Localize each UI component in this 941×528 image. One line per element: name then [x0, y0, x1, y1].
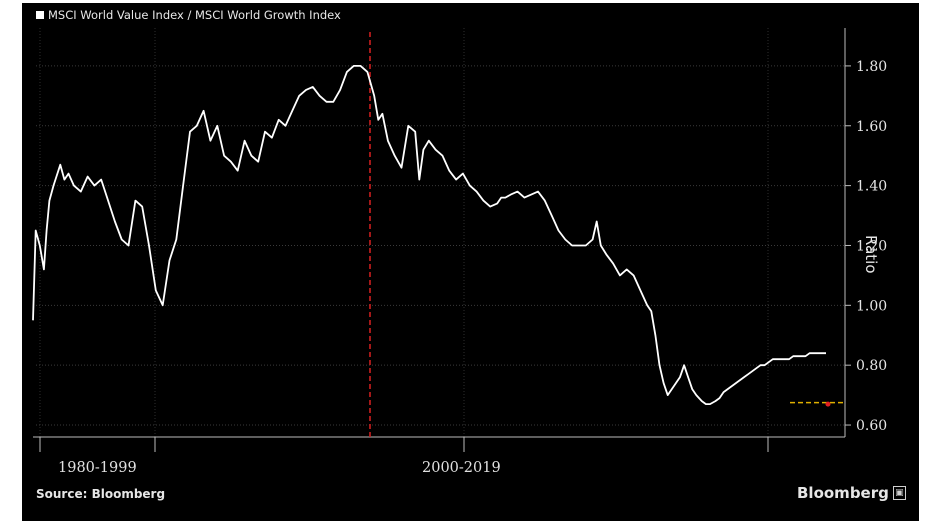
y-tick-label: 1.40 — [856, 179, 887, 195]
y-tick-label: 1.80 — [856, 59, 887, 75]
period-label-1980-1999: 1980-1999 — [58, 460, 137, 476]
y-tick-label: 1.20 — [856, 238, 887, 254]
series-line — [32, 65, 826, 405]
legend: MSCI World Value Index / MSCI World Grow… — [36, 8, 341, 22]
brand-logo: Bloomberg ▣ — [797, 484, 906, 502]
y-tick-label: 1.60 — [856, 119, 887, 135]
y-axis-title: Ratio — [862, 235, 880, 274]
legend-swatch — [36, 11, 44, 19]
legend-label: MSCI World Value Index / MSCI World Grow… — [48, 8, 341, 22]
source-note: Source: Bloomberg — [36, 487, 166, 501]
y-tick-label: 1.00 — [856, 298, 887, 314]
y-tick-label: 0.80 — [856, 358, 887, 374]
period-label-2000-2019: 2000-2019 — [422, 460, 501, 476]
latest-value-point — [825, 401, 831, 407]
chart-panel — [22, 3, 919, 521]
brand-name: Bloomberg — [797, 484, 889, 502]
y-tick-label: 0.60 — [856, 418, 887, 434]
bloomberg-terminal-icon: ▣ — [892, 486, 906, 500]
